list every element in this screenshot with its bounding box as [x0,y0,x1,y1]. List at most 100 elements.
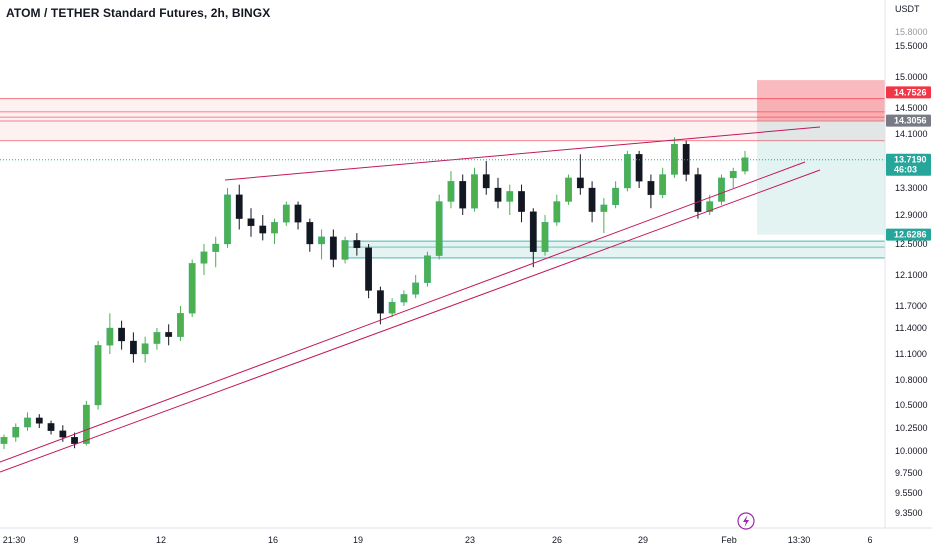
position-stop-zone [757,80,885,121]
price-tick-17: 9.5500 [895,488,923,498]
price-tick-11: 11.1000 [895,349,927,359]
candle-body-54 [635,154,643,182]
candle-body-5 [59,430,67,438]
candle-body-42 [494,187,502,202]
price-tag-label-2: 13.7190 [894,155,927,165]
time-tick-5: 23 [465,535,475,545]
candle-body-27 [318,236,325,245]
candle-body-29 [341,240,349,260]
price-tick-15: 10.0000 [895,446,928,456]
time-tick-0: 21:30 [3,535,26,545]
candle-body-37 [435,201,443,256]
candle-body-44 [518,191,525,212]
candle-body-8 [94,345,102,406]
candle-body-41 [482,174,490,189]
candle-body-3 [35,417,43,424]
candle-body-52 [612,187,620,206]
candle-body-48 [565,177,572,202]
price-tick-9: 11.7000 [895,301,927,311]
candle-body-20 [235,194,243,219]
price-tag-1 [886,114,931,127]
price-tick-1: 15.0000 [895,72,928,82]
time-tick-6: 26 [552,535,562,545]
currency-label: USDT [895,4,920,14]
candle-body-21 [247,218,255,227]
price-tag-label-0: 14.7526 [894,87,927,97]
candle-body-32 [376,290,384,314]
resistance-trendline [224,126,821,181]
candle-body-46 [541,222,549,252]
candle-body-60 [706,201,714,212]
price-tick-18: 9.3500 [895,508,923,518]
candle-body-39 [459,181,467,209]
price-tick-3: 14.1000 [895,129,928,139]
candle-body-26 [306,222,314,245]
candle-body-45 [529,211,537,252]
candle-body-59 [694,174,702,212]
price-tag-2 [886,153,931,176]
price-tick-12: 10.8000 [895,375,928,385]
candle-body-17 [200,251,208,264]
candle-body-50 [588,187,596,212]
time-tick-9: 13:30 [788,535,811,545]
price-tick-14: 10.2500 [895,423,928,433]
demand-zone [341,240,886,259]
candle-body-12 [141,343,149,355]
price-tick-10: 11.4000 [895,323,927,333]
candle-body-22 [259,225,267,234]
candle-body-40 [471,174,478,209]
price-tick-7: 12.5000 [895,239,928,249]
support-trendline-upper [0,161,806,463]
time-tick-2: 12 [156,535,166,545]
candle-body-9 [106,327,114,346]
candle-body-6 [71,437,78,444]
position-target-zone [757,120,885,235]
price-tag-3 [886,228,931,241]
candle-body-1 [12,426,20,438]
candle-body-31 [365,247,373,291]
time-tick-4: 19 [353,535,363,545]
candle-body-16 [188,263,196,314]
candle-body-61 [718,177,725,202]
candle-body-33 [388,301,396,314]
candle-body-25 [294,204,302,223]
price-tick-8: 12.1000 [895,270,928,280]
candle-body-57 [671,143,678,175]
time-tick-7: 29 [638,535,648,545]
candle-body-0 [0,437,8,444]
candle-body-34 [400,294,408,303]
candle-body-24 [282,204,290,223]
candle-body-35 [412,282,420,295]
time-tick-10: 6 [867,535,872,545]
candle-body-15 [177,313,184,337]
time-tick-3: 16 [268,535,278,545]
candle-body-63 [741,157,749,172]
candle-body-55 [647,181,655,195]
candle-body-49 [576,177,584,189]
chart-title: ATOM / TETHER Standard Futures, 2h, BING… [6,6,271,20]
resistance-zone [0,98,885,141]
candle-body-62 [729,170,737,179]
price-tag-label-1: 14.3056 [894,116,927,126]
candle-body-10 [118,327,126,342]
candle-body-38 [447,181,455,202]
support-trendline-lower [0,169,821,473]
price-tick-partial: 15.8000 [895,27,928,37]
candle-body-18 [212,243,220,252]
candle-body-7 [82,404,90,444]
lightning-icon[interactable] [737,512,755,530]
candle-body-36 [424,255,431,283]
candle-body-13 [153,332,161,344]
candle-body-14 [165,332,173,337]
candle-body-23 [271,222,278,234]
candle-body-47 [553,201,561,223]
candle-body-11 [129,340,137,355]
candle-body-53 [623,154,631,189]
candle-body-56 [659,174,667,195]
price-tick-6: 12.9000 [895,210,928,220]
candle-body-28 [329,236,337,260]
candle-body-58 [682,143,690,175]
